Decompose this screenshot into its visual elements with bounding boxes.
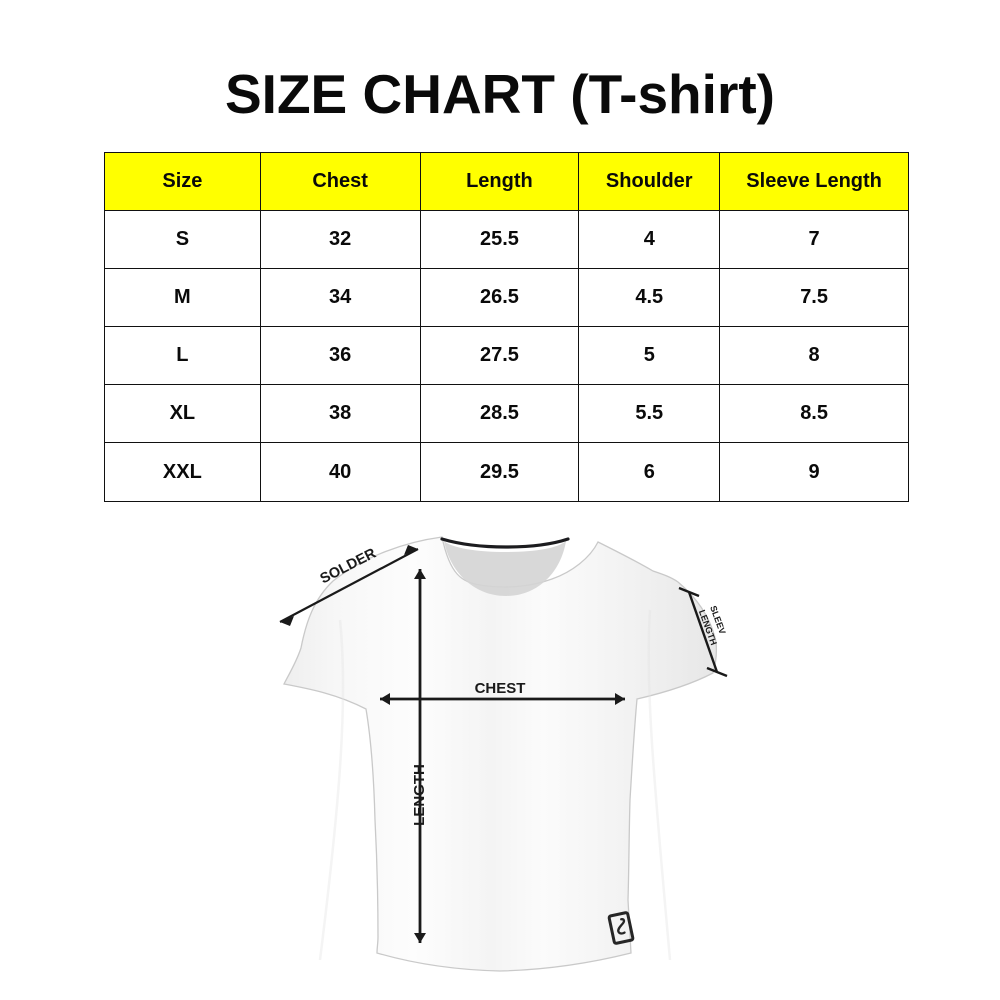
svg-text:CHEST: CHEST xyxy=(475,680,526,697)
svg-text:LENGTH: LENGTH xyxy=(411,764,428,826)
